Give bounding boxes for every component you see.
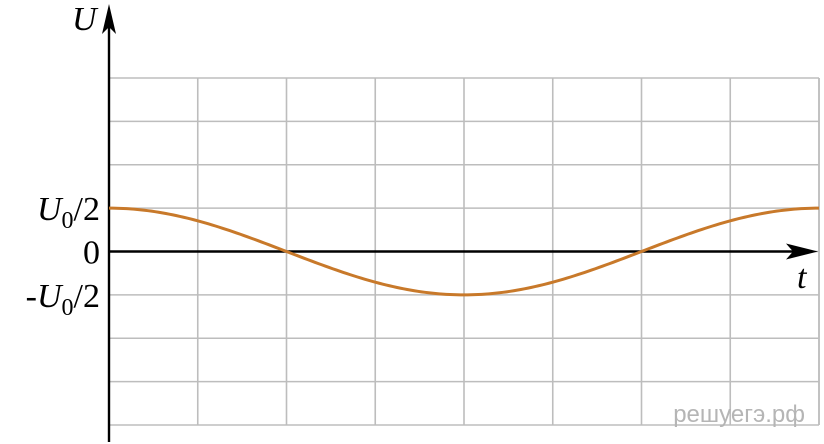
watermark: решуегэ.рф xyxy=(673,401,805,428)
y-tick-label: 0 xyxy=(83,235,100,272)
y-axis-label: U xyxy=(72,1,99,38)
y-tick-label: U0/2 xyxy=(37,191,100,234)
axes xyxy=(102,4,818,442)
y-axis-arrow xyxy=(102,4,116,34)
y-tick-label: -U0/2 xyxy=(26,278,100,321)
x-axis-arrow xyxy=(786,243,818,260)
labels-layer: Ut U0/20 -U0/2 xyxy=(26,1,808,321)
series-layer xyxy=(108,206,820,297)
x-axis-label: t xyxy=(797,259,808,296)
series-line xyxy=(108,206,820,297)
grid xyxy=(108,77,820,426)
